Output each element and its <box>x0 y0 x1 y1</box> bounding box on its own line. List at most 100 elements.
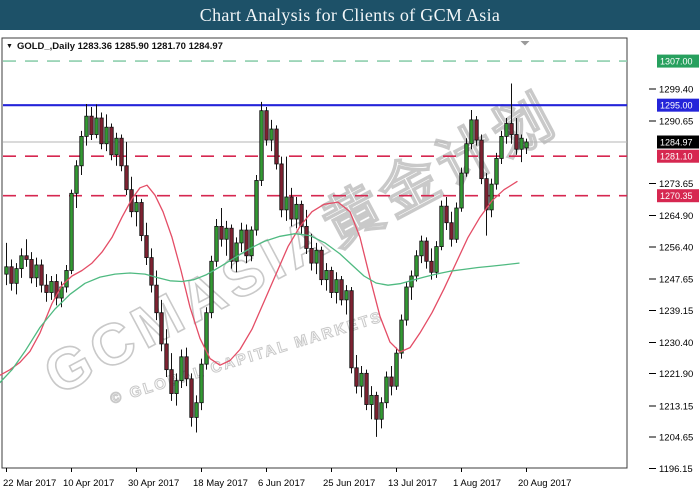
candle-body <box>299 203 304 227</box>
candle-body <box>254 180 259 231</box>
candle <box>14 263 19 295</box>
candle <box>449 211 454 247</box>
candle-body <box>144 235 149 259</box>
candle-body <box>384 376 389 404</box>
date-tick-label: 18 May 2017 <box>193 478 248 489</box>
candle <box>94 104 99 139</box>
price-badge-1281.10: 1281.10 <box>657 149 699 163</box>
date-axis[interactable]: 22 Mar 2017 10 Apr 2017 30 Apr 2017 18 May … <box>3 468 571 489</box>
candle <box>319 246 324 286</box>
candle <box>519 134 524 163</box>
ma-fast-red-line <box>0 180 518 376</box>
candle-body <box>329 270 334 293</box>
price-tick-label: 1299.40 <box>659 85 693 96</box>
candle-body <box>494 158 499 185</box>
candle-body <box>359 372 364 387</box>
symbol-info[interactable]: ▼ GOLD_,Daily 1283.36 1285.90 1281.70 128… <box>6 41 223 52</box>
candle-body <box>209 260 214 314</box>
date-tick-label: 6 Jun 2017 <box>258 478 305 489</box>
candle-body <box>464 143 469 174</box>
date-tick-label: 30 Apr 2017 <box>128 478 179 489</box>
price-tick-label: 1247.65 <box>659 275 693 286</box>
price-badge-label: 1295.00 <box>660 101 693 111</box>
price-badge-bg <box>657 98 699 112</box>
candle <box>119 134 124 172</box>
candle <box>219 208 224 247</box>
price-badge-bg <box>657 135 699 149</box>
candle <box>524 138 529 155</box>
price-badge-label: 1281.10 <box>660 152 693 162</box>
candle <box>164 329 169 378</box>
candle-body <box>154 284 159 314</box>
candle-body <box>179 356 184 382</box>
triangle-down-icon[interactable]: ▼ <box>6 43 13 50</box>
candle-body <box>269 128 274 141</box>
candle <box>354 354 359 394</box>
candle-body <box>404 286 409 321</box>
candle <box>389 365 394 396</box>
title-bar: Chart Analysis for Clients of GCM Asia <box>0 0 700 30</box>
candle-body <box>399 319 404 354</box>
date-tick-label: 22 Mar 2017 <box>3 478 56 489</box>
candle-body <box>4 266 9 275</box>
candle <box>19 248 24 278</box>
candle-body <box>414 255 419 277</box>
candle-body <box>339 279 344 301</box>
candle-body <box>499 135 504 159</box>
candle <box>314 242 319 275</box>
date-tick-label: 1 Aug 2017 <box>453 478 501 489</box>
candle-body <box>284 196 289 211</box>
candle-body <box>99 117 104 145</box>
candle <box>99 112 104 150</box>
candle-body <box>204 312 209 365</box>
price-badge-label: 1270.35 <box>660 191 693 201</box>
price-badge-1295.00: 1295.00 <box>657 98 699 112</box>
candle-body <box>244 229 249 257</box>
candle <box>109 123 114 161</box>
candle-body <box>444 205 449 224</box>
candle <box>214 219 219 267</box>
candle-body <box>509 123 514 135</box>
candle-body <box>109 126 114 156</box>
price-axis[interactable]: 1299.40 1290.65 1273.65 1264.90 1256.40 1247.… <box>649 85 693 475</box>
candle <box>134 195 139 227</box>
candle-body <box>229 227 234 262</box>
candle-body <box>239 229 244 244</box>
candle <box>89 107 94 141</box>
candle-body <box>54 281 59 299</box>
candle <box>254 174 259 236</box>
candle-body <box>174 380 179 394</box>
candle <box>179 349 184 389</box>
candle <box>4 242 9 286</box>
candle-body <box>379 402 384 420</box>
candle-body <box>394 352 399 387</box>
candle <box>479 134 484 185</box>
candle-body <box>194 402 199 418</box>
candle-body <box>374 394 379 420</box>
candle <box>429 248 434 280</box>
candle <box>169 353 174 401</box>
candle-body <box>439 205 444 247</box>
candle <box>324 263 329 291</box>
candle <box>29 252 34 284</box>
candle-body <box>524 141 529 149</box>
candle-body <box>184 356 189 380</box>
chart-shift-marker-icon[interactable] <box>520 41 530 46</box>
candle <box>159 299 164 352</box>
candle <box>194 395 199 433</box>
candle-body <box>459 172 464 209</box>
candle-body <box>479 139 484 180</box>
candle-body <box>309 248 314 264</box>
candle-body <box>224 227 229 240</box>
candlestick-series <box>4 83 529 437</box>
candle-body <box>429 260 434 273</box>
candle <box>34 257 39 288</box>
candle <box>444 197 449 231</box>
candle-body <box>104 126 109 145</box>
candle <box>114 132 119 166</box>
candle <box>489 178 494 218</box>
candle <box>504 118 509 144</box>
candle-body <box>214 225 219 262</box>
candle-body <box>34 264 39 279</box>
